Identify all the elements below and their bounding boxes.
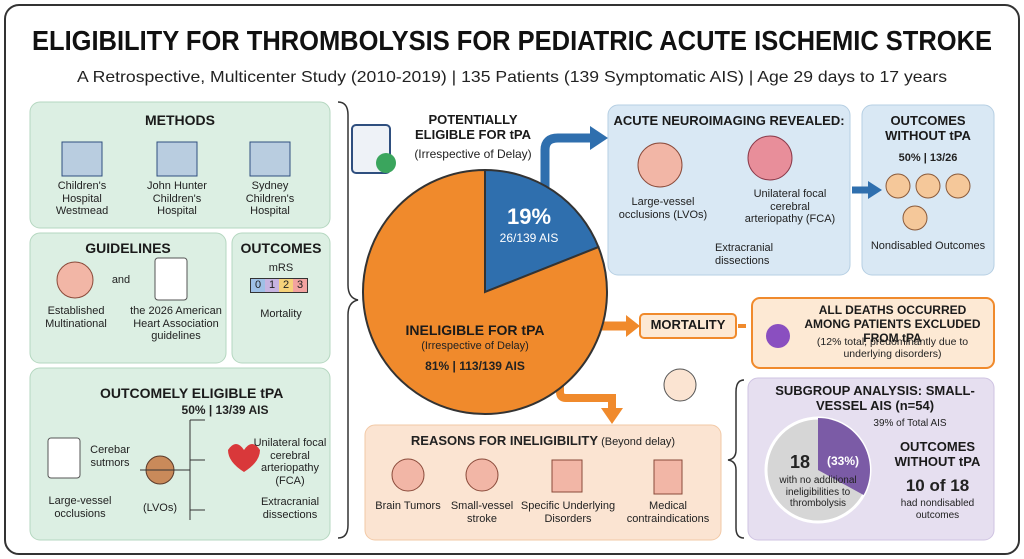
donut-slice	[818, 418, 870, 496]
ineligible-title: INELIGIBLE FOR tPA	[405, 322, 545, 338]
arrow-head	[601, 408, 623, 424]
outcomely-title: OUTCOMELY ELIGIBLE tPA	[100, 385, 284, 401]
ineligible-note: (Irrespective of Delay)	[421, 340, 529, 352]
reasons-panel	[364, 424, 722, 541]
reason: Brain Tumors	[375, 500, 441, 512]
subgroup-outcome-stat: 10 of 18	[905, 476, 970, 495]
mortality-outcome: Mortality	[260, 308, 302, 320]
title: ELIGIBILITY FOR THROMBOLYSIS FOR PEDIATR…	[32, 25, 992, 56]
reason: Medical contraindications	[626, 500, 710, 525]
subtitle: A Retrospective, Multicenter Study (2010…	[77, 69, 947, 86]
heart-icon	[228, 444, 260, 472]
outcomes-without-title: OUTCOMES WITHOUT tPA	[885, 113, 971, 143]
brain-icon	[637, 142, 683, 188]
eligible-percent: 19%	[506, 204, 552, 229]
arrow-head	[626, 315, 640, 337]
eligible-count: 26/139 AIS	[499, 231, 559, 245]
outcomes-title: OUTCOMES	[240, 240, 322, 256]
mortality-panel	[751, 297, 995, 369]
connector	[140, 419, 205, 520]
bracket	[337, 101, 359, 539]
outcomely-item: Extracranial dissections	[260, 496, 320, 521]
outcomely-item: Large-vessel occlusions	[48, 495, 112, 520]
outcomely-item: Cerebar sutmors	[90, 444, 130, 469]
outcomely-panel	[29, 367, 331, 541]
guidelines-title: GUIDELINES	[85, 240, 171, 256]
subgroup-count: 18	[789, 452, 811, 472]
document-icon	[154, 257, 188, 301]
outcomes-panel	[231, 232, 331, 364]
arrow-head	[868, 181, 882, 199]
mortality-note: (12% total, predominantly due to underly…	[816, 336, 969, 361]
subgroup-count-note: with no additional ineligibilities to th…	[779, 475, 857, 509]
arrow	[540, 133, 592, 215]
subgroup-share: 39% of Total AIS	[873, 418, 947, 429]
check-icon	[376, 153, 396, 173]
reasons-note: (Beyond delay)	[601, 436, 676, 448]
mortality-title: ALL DEATHS OCCURRED AMONG PATIENTS EXCLU…	[804, 303, 981, 345]
site: Sydney Children's Hospital	[245, 180, 295, 218]
scale: 0 1 2 3	[250, 278, 308, 293]
doctor-icon	[663, 368, 697, 402]
outcomes-without-label: Nondisabled Outcomes	[870, 240, 986, 252]
finding: Unilateral focal cerebral arteriopathy (…	[744, 188, 836, 226]
pie-slice	[484, 168, 600, 294]
arrow	[556, 375, 616, 410]
death-icon	[766, 324, 790, 348]
brain-icon	[56, 261, 94, 299]
bracket	[727, 379, 745, 539]
arrow-head	[590, 126, 608, 150]
document-icon	[47, 437, 81, 479]
hospital-icons	[61, 141, 291, 177]
eligible-note: (Irrespective of Delay)	[414, 147, 532, 161]
reason: Specific Underlying Disorders	[520, 500, 616, 525]
scale-level: 1	[265, 279, 279, 292]
reasons-heading: REASONS FOR INELIGIBILITY (Beyond delay)	[365, 433, 721, 449]
faces-icon	[885, 173, 971, 231]
scale-name: mRS	[268, 262, 294, 274]
neuroimaging-title: ACUTE NEUROIMAGING REVEALED:	[613, 113, 845, 128]
reasons-title: REASONS FOR INELIGIBILITY	[410, 433, 598, 448]
guideline: Established Multinational	[45, 305, 107, 330]
mortality-label: MORTALITY	[650, 317, 726, 332]
scale-level: 3	[293, 279, 307, 292]
brain-icon	[747, 135, 793, 181]
outcomely-item: (LVOs)	[142, 502, 178, 514]
ineligible-stat: 81% | 113/139 AIS	[425, 359, 525, 373]
finding: Extracranial dissections	[715, 242, 774, 267]
site: John Hunter Children's Hospital	[147, 180, 207, 218]
joiner: and	[111, 274, 131, 286]
methods-title: METHODS	[145, 112, 215, 128]
subgroup-outcome-title: OUTCOMES WITHOUT tPA	[894, 439, 981, 469]
reason-icons	[391, 458, 683, 495]
pie-slice	[362, 168, 608, 415]
donut-label: (33%)	[826, 454, 859, 468]
reason: Small-vessel stroke	[450, 500, 514, 525]
eligible-title: POTENTIALLY ELIGIBLE FOR tPA	[414, 112, 532, 142]
subgroup-outcome-note: had nondisabled outcomes	[900, 498, 975, 521]
site: Children's Hospital Westmead	[55, 180, 109, 218]
outcomes-without-stat: 50% | 13/26	[898, 152, 958, 164]
subgroup-title: SUBGROUP ANALYSIS: SMALL-VESSEL AIS (n=5…	[775, 383, 975, 413]
donut-chart	[764, 416, 872, 524]
pie-chart	[362, 168, 608, 415]
scale-level: 2	[279, 279, 293, 292]
guideline: the 2026 American Heart Association guid…	[130, 305, 222, 343]
finding: Large-vessel occlusions (LVOs)	[618, 196, 708, 221]
scale-level: 0	[251, 279, 265, 292]
outcomely-item: Unilateral focal cerebral arteriopathy (…	[253, 437, 327, 487]
outcomely-stat: 50% | 13/39 AIS	[181, 403, 269, 417]
